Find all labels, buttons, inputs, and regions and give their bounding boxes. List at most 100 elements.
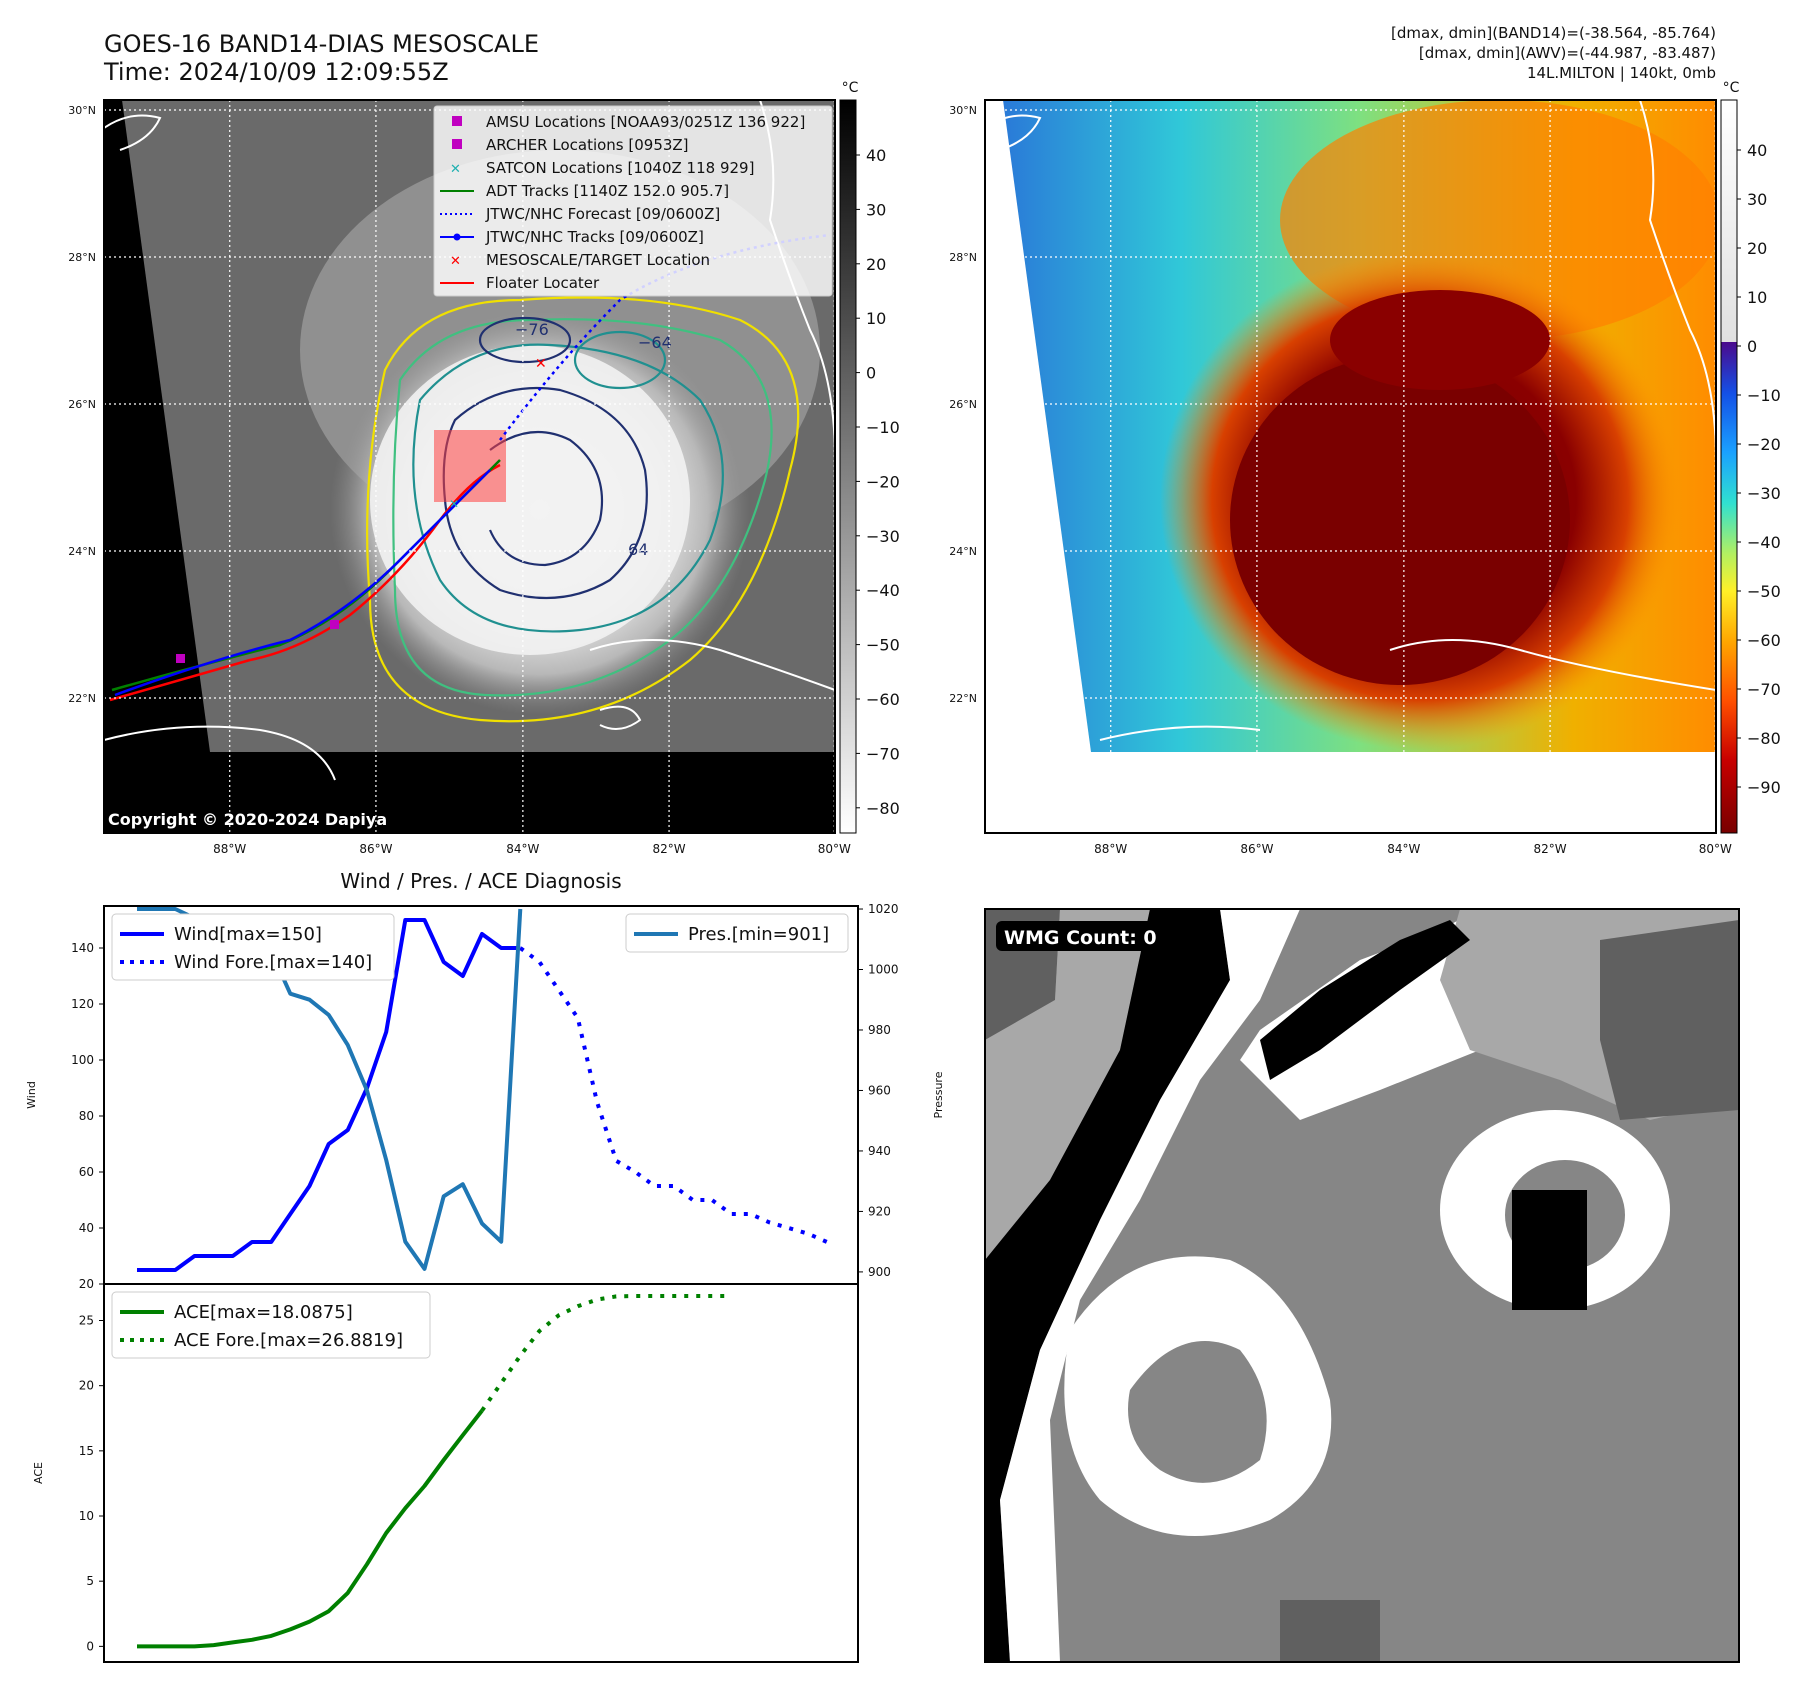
legend-entry: Wind[max=150] bbox=[174, 924, 322, 945]
pressure-legend: Pres.[min=901] bbox=[625, 913, 849, 953]
ace-chart: ACE 25 20 15 10 5 0 ACE[max=18.0875] ACE Fore.… bbox=[32, 1283, 859, 1663]
contour-label-2: −64 bbox=[638, 333, 672, 352]
lon-tick-label: 80°W bbox=[818, 842, 851, 856]
ytick-label: 40 bbox=[79, 1221, 94, 1235]
colorbar-tick-label: −40 bbox=[866, 581, 900, 600]
ytick-label: 20 bbox=[79, 1277, 94, 1291]
dmax-band14: [dmax, dmin](BAND14)=(-38.564, -85.764) bbox=[1391, 24, 1716, 42]
ytick-right-label: 900 bbox=[868, 1265, 891, 1279]
legend-label: ARCHER Locations [0953Z] bbox=[486, 136, 689, 154]
series-line-0 bbox=[137, 918, 521, 1272]
lat-tick-label: 28°N bbox=[949, 251, 977, 264]
colorbar-tick-label: 0 bbox=[866, 364, 876, 383]
legend-items: AMSU Locations [NOAA93/0251Z 136 922] ARC… bbox=[440, 113, 805, 292]
colorbar-tick-label: 40 bbox=[866, 146, 886, 165]
contour-label-3: 64 bbox=[628, 540, 648, 559]
ytick-label: 0 bbox=[86, 1639, 94, 1653]
colorbar-tick-label: −70 bbox=[1747, 680, 1781, 699]
figure-time: Time: 2024/10/09 12:09:55Z bbox=[103, 58, 449, 86]
coast-nw-r bbox=[985, 114, 1042, 151]
lon-tick-label: 88°W bbox=[1094, 842, 1127, 856]
colorbar-tick-label: 30 bbox=[866, 200, 886, 219]
colorbar-tick-label: −30 bbox=[1747, 484, 1781, 503]
storm-info: 14L.MILTON | 140kt, 0mb bbox=[1527, 64, 1716, 82]
ytick-right-label: 960 bbox=[868, 1083, 891, 1097]
ace-series bbox=[137, 1294, 732, 1649]
left-ir-map: −76 −64 64 ✕ ✕ Copyright © 2020-2 bbox=[68, 99, 851, 856]
wmg-black-north bbox=[1260, 920, 1470, 1080]
colorbar-tick-label: 10 bbox=[866, 309, 886, 328]
ytick-label: 120 bbox=[71, 997, 94, 1011]
right-map-frame bbox=[984, 99, 1717, 834]
dmax-awv: [dmax, dmin](AWV)=(-44.987, -83.487) bbox=[1419, 44, 1716, 62]
legend-entry: ACE[max=18.0875] bbox=[174, 1302, 353, 1323]
legend-label: SATCON Locations [1040Z 118 929] bbox=[486, 159, 754, 177]
legend-label: ADT Tracks [1140Z 152.0 905.7] bbox=[486, 182, 729, 200]
contour-navy-north bbox=[478, 316, 572, 364]
lon-tick-label: 86°W bbox=[1240, 842, 1273, 856]
wmg-dark-south bbox=[1280, 1600, 1380, 1662]
coast-yucatan bbox=[104, 725, 336, 781]
contour-green bbox=[392, 318, 773, 697]
lon-tick-label: 88°W bbox=[213, 842, 246, 856]
lat-tick-label: 22°N bbox=[68, 692, 96, 705]
right-map-cdo bbox=[1230, 355, 1570, 685]
colorbar-tick-label: −10 bbox=[866, 418, 900, 437]
mesoscale-target-marker: ✕ bbox=[535, 356, 547, 372]
ytick-right-label: 1020 bbox=[868, 902, 899, 916]
contour-yellow bbox=[366, 296, 800, 723]
wind-yticks: 140 120 100 80 60 40 20 bbox=[71, 941, 104, 1291]
legend-label: Floater Locater bbox=[486, 274, 600, 292]
lon-tick-label: 82°W bbox=[652, 842, 685, 856]
left-map-cdo bbox=[370, 345, 690, 655]
ytick-label: 5 bbox=[86, 1574, 94, 1588]
legend-marker bbox=[452, 116, 462, 126]
colorbar-tick-label: −80 bbox=[1747, 729, 1781, 748]
lon-tick-label: 80°W bbox=[1699, 842, 1732, 856]
left-map-ticks: 30°N 28°N 26°N 24°N 22°N 88°W 86°W 84°W 82°W 80°W bbox=[68, 104, 851, 856]
colorbar-tick-label: −30 bbox=[866, 527, 900, 546]
right-map-north-cell bbox=[1330, 290, 1550, 390]
left-colorbar-unit: °C bbox=[842, 80, 859, 96]
legend-marker: ✕ bbox=[450, 254, 461, 269]
wmg-frame bbox=[984, 908, 1740, 1663]
colorbar-tick-label: −20 bbox=[866, 472, 900, 491]
left-colorbar-ticks: 40 30 20 10 0 −10 −20 −30 −40 −50 −60 −70 −80 bbox=[856, 146, 900, 818]
wind-ylabel: Wind bbox=[25, 1081, 38, 1109]
ace-legend: ACE[max=18.0875] ACE Fore.[max=26.8819] bbox=[111, 1291, 431, 1359]
lat-tick-label: 30°N bbox=[68, 104, 96, 117]
ace-ylabel: ACE bbox=[32, 1462, 45, 1484]
contour-teal bbox=[412, 343, 724, 633]
right-colorbar-unit: °C bbox=[1723, 80, 1740, 96]
wmg-count-badge bbox=[996, 921, 1174, 951]
coast-yucatan-r bbox=[1099, 725, 1261, 741]
lat-tick-label: 22°N bbox=[949, 692, 977, 705]
colorbar-tick-label: 30 bbox=[1747, 190, 1767, 209]
coast-nw bbox=[104, 114, 162, 151]
colorbar-tick-label: −20 bbox=[1747, 435, 1781, 454]
legend-box bbox=[111, 1291, 431, 1359]
legend-box bbox=[625, 913, 849, 953]
ytick-right-label: 1000 bbox=[868, 963, 899, 977]
lat-tick-label: 30°N bbox=[949, 104, 977, 117]
legend-entry: ACE Fore.[max=26.8819] bbox=[174, 1330, 403, 1351]
lat-tick-label: 24°N bbox=[949, 545, 977, 558]
legend-marker-dot bbox=[453, 233, 461, 241]
left-map-bottom-black bbox=[104, 752, 835, 833]
colorbar-tick-label: 40 bbox=[1747, 141, 1767, 160]
legend-label: JTWC/NHC Tracks [09/0600Z] bbox=[485, 228, 704, 246]
legend-box bbox=[111, 913, 395, 981]
pressure-ylabel: Pressure bbox=[932, 1071, 945, 1118]
satcon-marker: ✕ bbox=[449, 497, 459, 511]
colorbar-tick-label: −80 bbox=[866, 799, 900, 818]
contour-navy-inner bbox=[488, 430, 604, 567]
ytick-label: 20 bbox=[79, 1379, 94, 1393]
jtwc-track bbox=[114, 469, 491, 697]
lat-tick-label: 24°N bbox=[68, 545, 96, 558]
series-line-0 bbox=[137, 1409, 484, 1649]
colorbar-tick-label: 0 bbox=[1747, 337, 1757, 356]
left-colorbar bbox=[839, 99, 857, 834]
ytick-label: 25 bbox=[79, 1313, 94, 1327]
colorbar-tick-label: −70 bbox=[866, 744, 900, 763]
ace-yticks: 25 20 15 10 5 0 bbox=[79, 1313, 104, 1653]
